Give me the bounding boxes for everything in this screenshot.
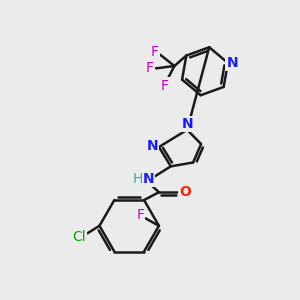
Text: Cl: Cl [72,230,86,244]
Text: H: H [132,172,143,186]
Text: N: N [226,56,238,70]
Text: N: N [143,172,154,186]
Text: F: F [136,208,144,222]
Text: F: F [151,45,159,59]
Text: O: O [179,184,191,199]
Text: N: N [147,139,158,152]
Text: F: F [146,61,154,75]
Text: N: N [182,117,194,131]
Text: F: F [160,79,169,93]
